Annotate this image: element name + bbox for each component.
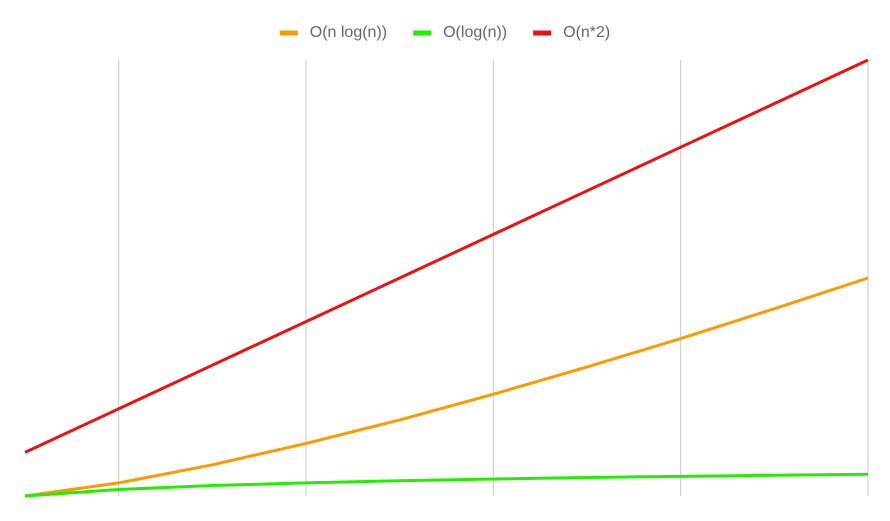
series-line — [24, 58, 869, 454]
series-line — [24, 472, 869, 498]
legend-label: O(n*2) — [563, 24, 610, 41]
series-line — [24, 276, 869, 498]
legend-label: O(n log(n)) — [310, 24, 387, 41]
legend-label: O(log(n)) — [443, 24, 507, 41]
